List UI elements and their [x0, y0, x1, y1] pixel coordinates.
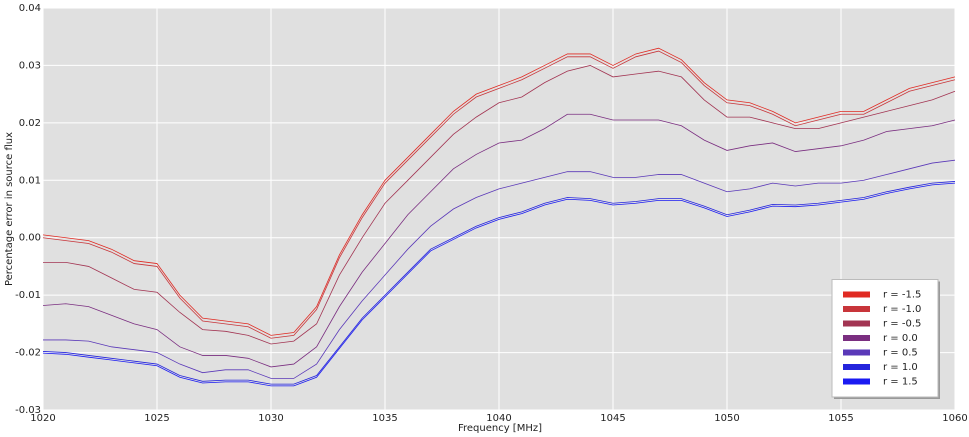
y-tick-label: 0.01: [19, 175, 41, 186]
legend-swatch: [843, 349, 870, 356]
series-line: [43, 65, 956, 345]
legend-swatch: [843, 364, 870, 370]
legend-label: r = 0.5: [883, 348, 918, 359]
y-axis-label: Percentage error in source flux: [4, 132, 15, 286]
y-tick-label: 0.02: [19, 118, 41, 129]
series-line: [42, 181, 956, 385]
series-line: [42, 113, 956, 368]
x-tick-label: 1030: [258, 413, 283, 424]
x-tick-label: 1045: [600, 413, 625, 424]
series-line: [42, 50, 956, 339]
x-tick-label: 1020: [30, 413, 55, 424]
y-tick-label: -0.02: [15, 348, 41, 359]
series-line: [43, 159, 956, 379]
legend-swatch: [843, 335, 870, 341]
x-tick-label: 1025: [144, 413, 169, 424]
series-line: [42, 182, 956, 387]
legend-label: r = 1.5: [883, 377, 918, 388]
legend-swatch: [843, 378, 870, 385]
x-tick-label: 1060: [942, 413, 967, 424]
x-tick-label: 1035: [372, 413, 397, 424]
legend-label: r = -0.5: [883, 319, 921, 330]
x-tick-label: 1040: [486, 413, 511, 424]
x-axis-label: Frequency [MHz]: [458, 423, 542, 434]
legend-label: r = -1.5: [883, 290, 921, 301]
legend-swatch: [843, 291, 870, 298]
y-tick-label: 0.00: [19, 233, 41, 244]
legend-label: r = 0.0: [883, 333, 918, 344]
legend-label: r = 1.0: [883, 362, 918, 373]
y-tick-label: 0.03: [19, 60, 41, 71]
legend-label: r = -1.0: [883, 304, 921, 315]
y-tick-label: -0.03: [15, 405, 41, 416]
legend-swatch: [843, 320, 870, 327]
legend: r = -1.5 r = -1.0 r = -0.5 r = 0.0 r = 0.5 r …: [831, 279, 940, 399]
x-tick-label: 1055: [828, 413, 853, 424]
x-tick-label: 1050: [714, 413, 739, 424]
legend-swatch: [843, 306, 870, 312]
y-tick-label: 0.04: [19, 3, 41, 14]
series-line: [42, 47, 956, 336]
y-tick-label: -0.01: [15, 290, 41, 301]
